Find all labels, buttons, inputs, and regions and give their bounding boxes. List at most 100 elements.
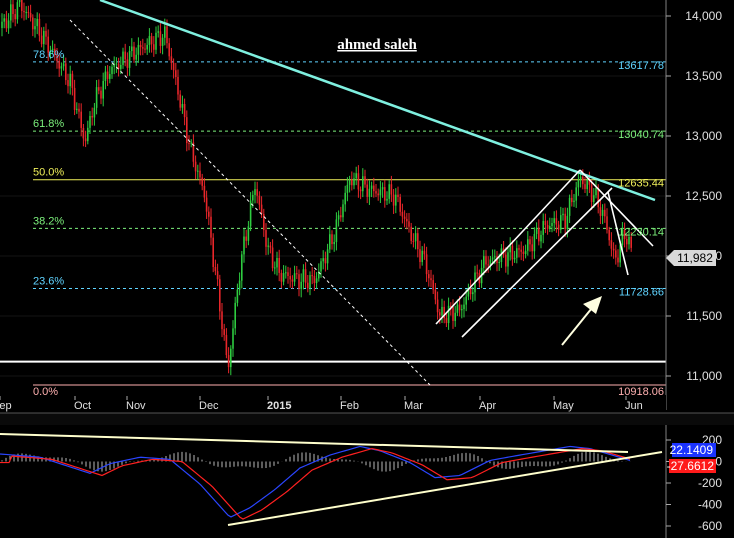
candle-body xyxy=(615,250,617,258)
candle-body xyxy=(491,257,494,260)
candle-body xyxy=(177,76,179,95)
candle-body xyxy=(381,187,384,190)
candle-body xyxy=(225,334,228,356)
candle-body xyxy=(29,12,32,18)
candle-body xyxy=(280,272,283,282)
candle-body xyxy=(117,63,120,69)
macd-lines xyxy=(0,445,631,520)
macd-trendlines xyxy=(0,433,663,526)
candle-body xyxy=(540,234,542,242)
candle-body xyxy=(168,43,170,57)
candle-body xyxy=(390,184,393,195)
candle-body xyxy=(403,216,406,219)
candle-body xyxy=(414,233,417,242)
channel-lower-line xyxy=(461,187,613,338)
candle-body xyxy=(399,196,401,212)
candle-body xyxy=(192,142,195,162)
candle-body xyxy=(146,44,148,50)
candle-body xyxy=(366,184,368,197)
candle-body xyxy=(291,279,294,282)
candle-body xyxy=(271,247,274,269)
candle-body xyxy=(423,250,426,255)
candle-body xyxy=(388,184,390,199)
candle-body xyxy=(304,269,307,283)
candle-body xyxy=(289,276,291,280)
candle-body xyxy=(417,233,419,250)
candle-body xyxy=(170,56,173,64)
candle-body xyxy=(357,173,360,190)
candle-body xyxy=(322,258,324,262)
candle-body xyxy=(183,103,186,118)
downtrend-line xyxy=(99,0,656,202)
candle-body xyxy=(326,249,329,264)
macd-axis-label: 0 xyxy=(715,455,722,469)
candle-body xyxy=(7,20,10,29)
watermark-text: ahmed saleh xyxy=(337,37,417,53)
candle-body xyxy=(419,249,421,263)
candle-body xyxy=(153,44,155,50)
candle-body xyxy=(282,273,285,282)
candle-body xyxy=(219,279,221,312)
candle-body xyxy=(601,209,604,216)
signal-value-tag: -27.6612 xyxy=(667,459,716,473)
price-axis-label: 13,500 xyxy=(685,69,722,83)
candle-body xyxy=(65,63,67,81)
candle-body xyxy=(131,46,133,52)
candle-body xyxy=(335,219,338,243)
candle-body xyxy=(135,54,137,60)
fib-price-label: 13617.78 xyxy=(618,60,664,72)
fib-pct-label: 38.2% xyxy=(33,215,64,227)
candle-body xyxy=(133,46,135,60)
candle-body xyxy=(93,107,96,118)
candle-body xyxy=(348,179,351,185)
candle-body xyxy=(36,18,38,27)
signal-line xyxy=(0,447,631,520)
candle-body xyxy=(454,312,456,321)
candle-body xyxy=(445,318,448,324)
candle-body xyxy=(221,311,223,330)
reversal-line xyxy=(579,169,654,247)
candle-body xyxy=(538,227,540,242)
candle-body xyxy=(32,17,34,30)
candle-body xyxy=(313,275,316,284)
candle-body xyxy=(58,61,60,69)
candle-body xyxy=(285,272,287,274)
candle-body xyxy=(73,87,76,110)
candle-body xyxy=(166,26,168,44)
candle-body xyxy=(100,90,102,99)
candle-body xyxy=(111,66,113,75)
candle-body xyxy=(582,176,584,185)
candle-body xyxy=(21,0,23,11)
candle-body xyxy=(10,4,12,21)
candle-body xyxy=(456,304,459,313)
date-axis-label: 2015 xyxy=(267,400,291,412)
date-axis-label: Oct xyxy=(74,400,91,412)
candle-body xyxy=(109,74,111,79)
candle-body xyxy=(188,143,190,145)
candle-body xyxy=(584,184,586,190)
candle-body xyxy=(626,239,628,245)
price-axis-label: 13,000 xyxy=(685,129,722,143)
candle-body xyxy=(535,227,538,234)
candle-body xyxy=(509,245,511,253)
candle-body xyxy=(483,256,485,268)
fib-price-label: 11728.66 xyxy=(619,287,664,299)
candle-body xyxy=(432,280,434,290)
candle-body xyxy=(549,226,551,229)
pullback-line xyxy=(607,191,629,276)
candle-body xyxy=(296,273,298,275)
candle-body xyxy=(84,138,87,142)
candle-body xyxy=(82,127,85,139)
candle-body xyxy=(256,189,258,196)
candle-body xyxy=(102,80,104,99)
candle-body xyxy=(377,193,379,196)
candlestick-series xyxy=(1,0,632,376)
candle-body xyxy=(293,273,296,282)
candle-body xyxy=(494,256,496,258)
candle-body xyxy=(606,216,608,230)
candle-body xyxy=(241,254,243,281)
candle-body xyxy=(80,111,82,128)
fib-price-label: 13040.74 xyxy=(618,129,664,141)
date-axis-label: Apr xyxy=(479,400,496,412)
candle-body xyxy=(212,237,214,268)
